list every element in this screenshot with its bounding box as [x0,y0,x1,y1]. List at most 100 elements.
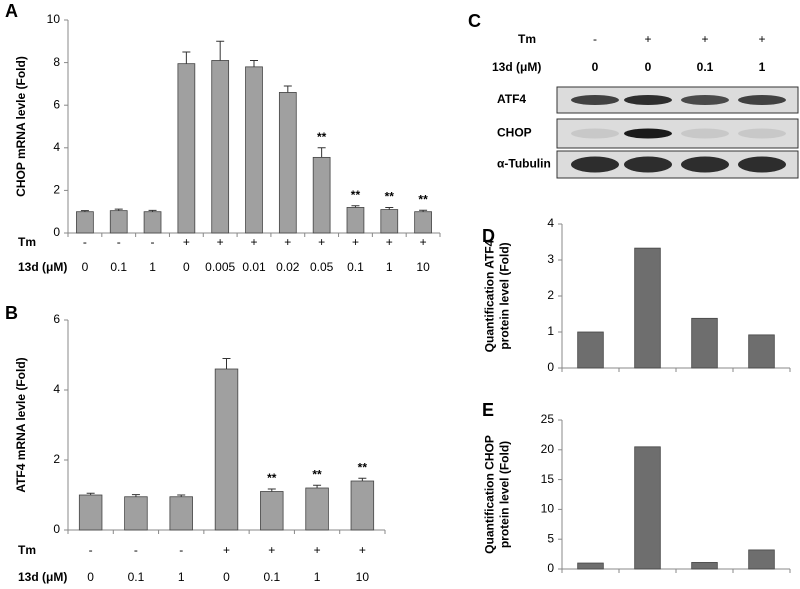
blot-band [681,128,729,139]
significance: ** [312,467,322,481]
row-label: CHOP [497,126,532,140]
x-tick-label: 0.1 [128,570,145,584]
panel-label: B [5,303,18,323]
blot-band [624,128,672,139]
bar [214,368,239,531]
error-bar [80,210,89,212]
panel-label: C [468,11,481,31]
row-label: α-Tubulin [497,157,551,171]
tm-label: + [359,543,366,557]
y-tick-label: 0 [547,561,554,575]
blot-band [738,128,786,139]
blot-band [571,128,619,139]
error-bar [385,206,394,210]
x-tick-label: 1 [149,260,156,274]
y-tick-label: 8 [53,55,60,69]
tm-label: + [420,235,427,249]
bar [691,562,718,570]
bar [260,491,284,531]
x-tick-label: 0.05 [310,260,334,274]
tm-label: - [83,235,87,249]
tm-label: - [179,543,183,557]
tm-label: + [223,543,230,557]
error-bar [177,494,186,497]
error-bar [313,484,322,488]
row-label: Tm [518,32,536,46]
bar [414,211,432,234]
x-tick-label: 1 [386,260,393,274]
y-tick-label: 4 [53,382,60,396]
tm-label: + [386,235,393,249]
x-tick-label: 0.1 [263,570,280,584]
y-tick-label: 2 [547,288,554,302]
tm-label: + [644,32,651,46]
blot-strip [556,118,799,149]
y-tick-label: 15 [541,472,555,486]
panel-label: A [5,1,18,21]
x-tick-label: 1 [178,570,185,584]
y-axis-label: Quantification CHOP [483,435,497,554]
error-bar [114,208,123,211]
x-tick-label: 0 [223,570,230,584]
tm-label: - [89,543,93,557]
panel-label: E [482,400,494,420]
tm-label: + [701,32,708,46]
significance: ** [351,188,361,202]
row-label: Tm [18,235,36,249]
significance: ** [317,130,327,144]
x-tick-label: 0 [183,260,190,274]
bar [78,494,103,531]
blot-band [624,95,672,105]
bar [691,317,718,369]
tm-label: + [318,235,325,249]
y-tick-label: 0 [547,360,554,374]
y-tick-label: 1 [547,324,554,338]
bar [124,496,148,531]
y-axis-label: protein level (Fold) [498,242,512,349]
blot-band [738,156,786,173]
x-tick-label: 0 [87,570,94,584]
blot-band [571,95,619,105]
x-tick-label: 0.01 [242,260,266,274]
tm-label: - [134,543,138,557]
error-bar [216,40,225,61]
blot-band [624,156,672,173]
y-tick-label: 20 [541,442,555,456]
tm-label: + [268,543,275,557]
bar [143,211,162,234]
bar [305,487,329,531]
tm-label: + [217,235,224,249]
significance: ** [385,190,395,204]
bar [346,207,365,234]
x-tick-label: 1 [314,570,321,584]
error-bar [222,358,231,369]
y-tick-label: 4 [547,216,554,230]
y-axis-label: Quantification ATF4 [483,239,497,352]
error-bar [283,85,292,93]
error-bar [267,488,276,492]
bar [634,247,661,369]
error-bar [358,477,367,481]
bar [312,156,331,234]
dose-label: 0.1 [697,60,714,74]
bar [748,549,775,570]
tm-label: - [117,235,121,249]
dose-label: 1 [759,60,766,74]
row-label: 13d (μM) [18,260,67,274]
y-axis-label: protein level (Fold) [498,441,512,548]
tm-label: + [250,235,257,249]
tm-label: + [758,32,765,46]
bar [350,480,375,531]
bar [748,334,775,369]
error-bar [182,51,191,64]
x-tick-label: 0.1 [347,260,364,274]
bar [169,496,193,531]
bar [177,63,196,234]
y-tick-label: 6 [53,97,60,111]
row-label: ATF4 [497,92,526,106]
blot-band [681,156,729,173]
y-tick-label: 0 [53,225,60,239]
y-tick-label: 3 [547,252,554,266]
y-axis-label: CHOP mRNA levle (Fold) [14,56,28,197]
